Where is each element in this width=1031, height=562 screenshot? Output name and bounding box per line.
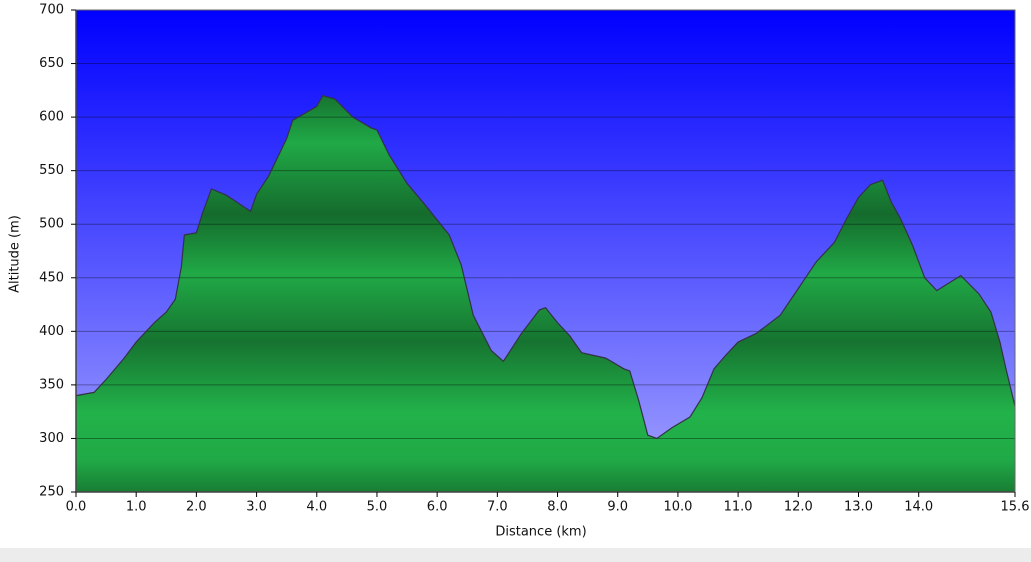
x-tick-label: 12.0 (784, 500, 813, 515)
y-tick-label: 700 (39, 3, 64, 18)
x-tick-label: 2.0 (186, 500, 207, 515)
x-tick-label: 10.0 (663, 500, 692, 515)
x-tick-label: 8.0 (547, 500, 568, 515)
x-axis-label: Distance (km) (495, 525, 586, 540)
y-tick-label: 650 (39, 56, 64, 71)
x-tick-label: 11.0 (724, 500, 753, 515)
y-tick-label: 350 (39, 377, 64, 392)
x-tick-label: 9.0 (607, 500, 628, 515)
x-tick-label: 0.0 (66, 500, 87, 515)
y-tick-label: 250 (39, 485, 64, 500)
plot-area: 250 300 350 400 450 500 550 600 650 700 0.0 1.0 2.0 3… (39, 3, 1029, 515)
elevation-shading (76, 95, 1015, 492)
x-tick-label: 7.0 (487, 500, 508, 515)
x-tick-label: 13.0 (844, 500, 873, 515)
y-tick-label: 300 (39, 431, 64, 446)
plot-frame (75, 9, 1016, 493)
x-tick-label: 15.6 (1001, 500, 1030, 515)
window-strip (0, 548, 1031, 562)
y-axis-label: Altitude (m) (8, 215, 23, 293)
y-tick-label: 500 (39, 217, 64, 232)
elevation-line (75, 94, 1016, 440)
x-tick-label: 6.0 (427, 500, 448, 515)
y-tick-label: 600 (39, 110, 64, 125)
y-tick-label: 400 (39, 324, 64, 339)
x-tick-label: 5.0 (367, 500, 388, 515)
x-tick-label: 14.0 (904, 500, 933, 515)
y-tick-label: 550 (39, 163, 64, 178)
x-tick-label: 3.0 (246, 500, 267, 515)
x-tick-label: 1.0 (126, 500, 147, 515)
x-tick-label: 4.0 (306, 500, 327, 515)
y-tick-label: 450 (39, 270, 64, 285)
